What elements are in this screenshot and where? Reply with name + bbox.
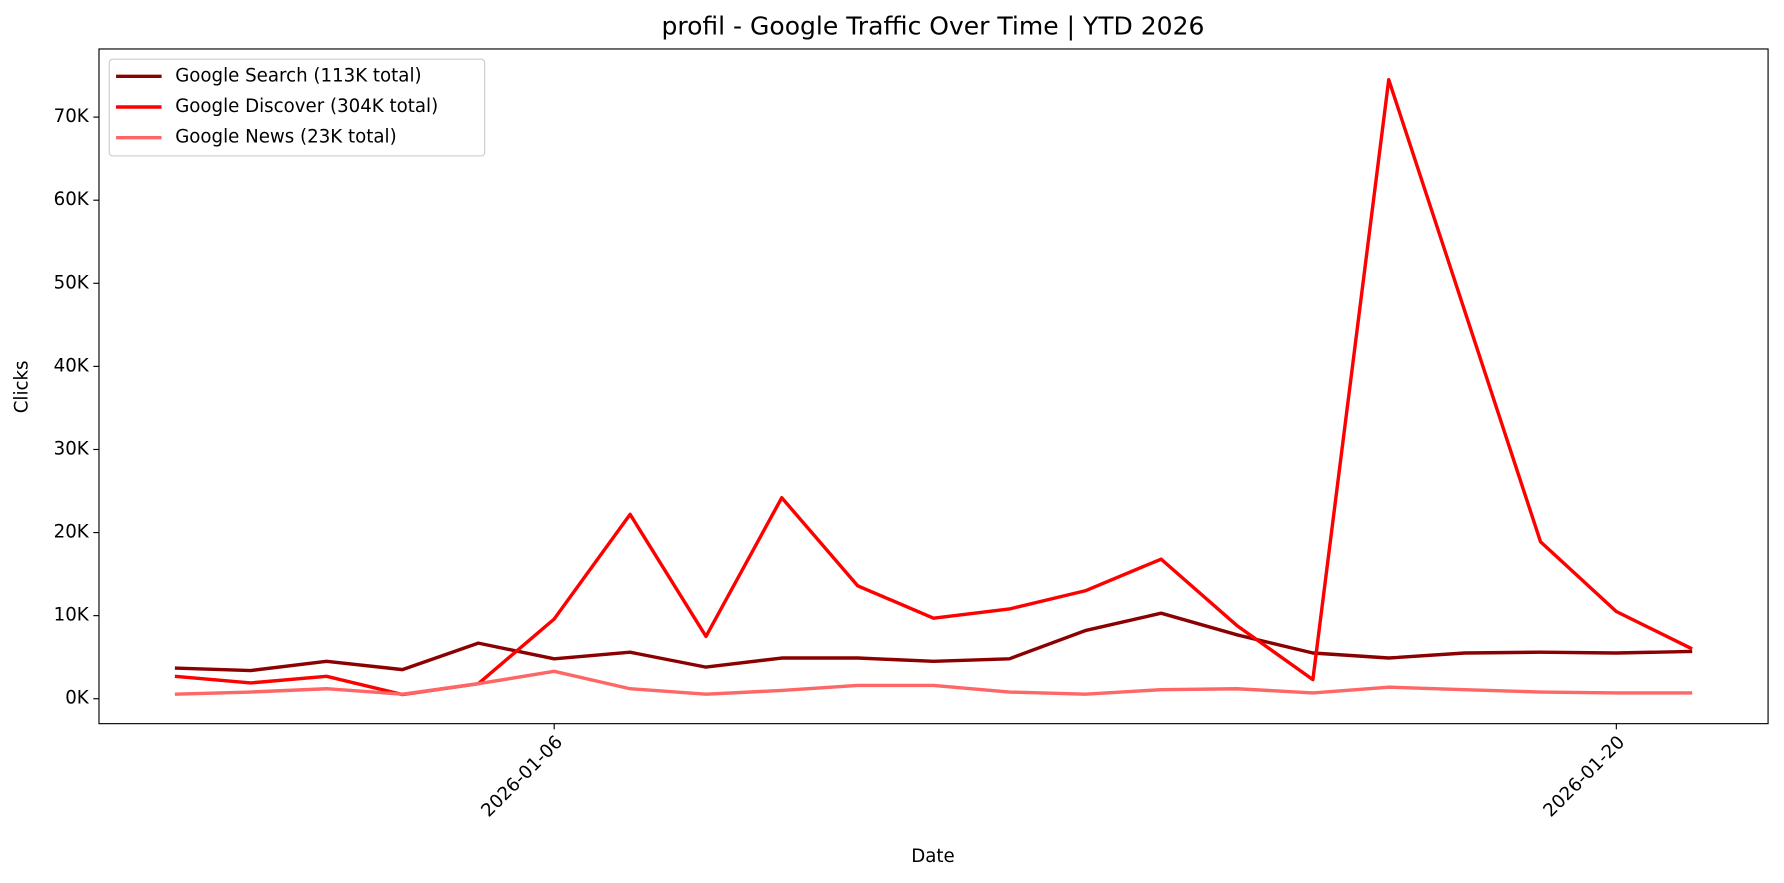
x-axis-label: Date [911,846,954,867]
legend-label: Google Search (113K total) [175,65,421,86]
legend-label: Google News (23K total) [175,127,396,148]
x-tick-label: 2026-01-20 [1540,732,1630,822]
y-axis-label: Clicks [12,360,33,413]
y-tick-label: 40K [54,355,90,376]
plot-frame [98,48,1769,725]
y-tick-label: 20K [54,522,90,543]
chart-title: profil - Google Traffic Over Time | YTD … [661,11,1204,40]
legend-label: Google Discover (304K total) [175,96,438,117]
legend-box [108,58,486,157]
y-tick-label: 70K [54,106,90,127]
y-tick-label: 30K [54,438,90,459]
series-line [174,77,1693,697]
series-line [174,611,1693,673]
x-tick-label: 2026-01-06 [477,732,567,822]
y-tick-label: 60K [54,189,90,210]
y-tick-label: 10K [54,605,90,626]
y-tick-label: 0K [65,688,90,709]
y-tick-label: 50K [54,272,90,293]
series-line [174,669,1693,696]
